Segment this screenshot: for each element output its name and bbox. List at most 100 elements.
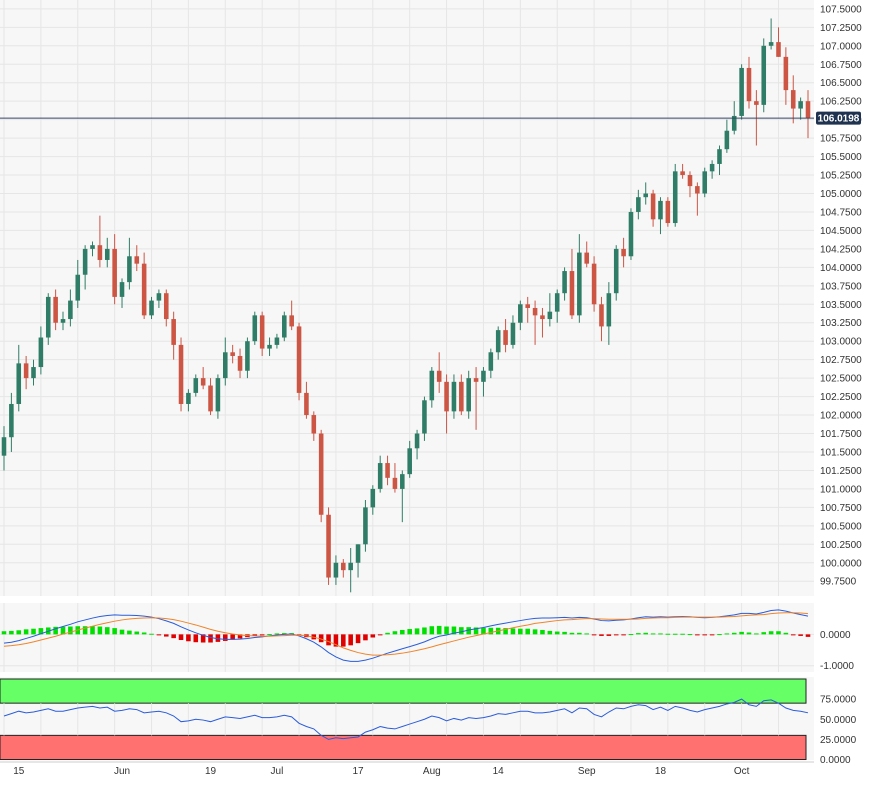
- macd-histogram-bar-positive: [540, 629, 545, 635]
- candle-body-up: [90, 245, 95, 249]
- candle-body-up: [355, 544, 361, 563]
- macd-histogram-bar-negative: [621, 634, 626, 636]
- candle-body-down: [171, 319, 176, 345]
- macd-histogram-bar-negative: [326, 634, 331, 646]
- candle-body-down: [591, 263, 597, 305]
- current-price-badge: 106.0198: [816, 111, 861, 125]
- macd-histogram-bar-positive: [392, 631, 398, 635]
- candle-body-down: [444, 381, 449, 412]
- price-y-tick-label: 103.2500: [820, 318, 862, 329]
- macd-histogram-bar-positive: [422, 627, 427, 635]
- rsi-y-tick-label: 0.0000: [820, 755, 851, 766]
- macd-histogram-bar-negative: [259, 634, 265, 636]
- price-y-tick-label: 107.0000: [820, 41, 862, 52]
- macd-histogram-bar-positive: [731, 632, 737, 635]
- signal-line: [3, 612, 809, 656]
- x-tick-label: Jun: [114, 766, 130, 777]
- macd-histogram-bar-positive: [643, 632, 649, 635]
- price-panel: 107.5000 107.2500 107.0000 106.7500 106.5000…: [0, 0, 862, 596]
- candle-body-up: [724, 130, 730, 150]
- price-y-tick-label: 104.5000: [820, 226, 862, 237]
- candle-body-up: [518, 304, 523, 323]
- candle-body-up: [510, 322, 516, 345]
- macd-histogram-bar-positive: [577, 632, 582, 635]
- price-y-tick-label: 101.7500: [820, 429, 862, 440]
- candle-body-down: [311, 415, 317, 434]
- macd-histogram-bar-positive: [400, 629, 405, 635]
- price-y-tick-label: 102.0000: [820, 411, 862, 422]
- macd-histogram-bar-positive: [569, 632, 575, 635]
- macd-histogram-bar-negative: [200, 634, 206, 643]
- price-y-tick-label: 103.7500: [820, 281, 862, 292]
- candle-body-up: [31, 367, 36, 379]
- candle-body-up: [363, 507, 368, 545]
- candle-body-down: [776, 42, 781, 57]
- candle-body-up: [768, 42, 774, 46]
- price-y-tick-label: 102.7500: [820, 355, 862, 366]
- macd-histogram-bar-positive: [687, 634, 693, 636]
- current-price-box: [816, 111, 861, 125]
- candle-body-up: [481, 370, 486, 382]
- candle-body-down: [436, 370, 442, 382]
- candle-body-up: [104, 248, 110, 260]
- candle-body-down: [341, 562, 346, 571]
- price-y-tick-label: 107.2500: [820, 23, 862, 34]
- candle-body-down: [746, 67, 752, 102]
- price-candles: [1, 18, 811, 593]
- candle-body-up: [333, 562, 339, 578]
- candle-body-up: [429, 370, 435, 401]
- macd-histogram-bar-negative: [599, 634, 604, 636]
- candle-body-down: [289, 315, 294, 327]
- macd-histogram-bar-positive: [739, 631, 744, 635]
- macd-histogram-bar-positive: [783, 632, 789, 635]
- macd-histogram-bar-positive: [628, 634, 634, 636]
- candle-body-down: [237, 355, 243, 371]
- candle-body-down: [532, 307, 538, 316]
- candle-body-down: [599, 304, 604, 327]
- macd-histogram-bar-positive: [134, 631, 140, 635]
- macd-histogram-bar-positive: [68, 626, 73, 635]
- macd-histogram-bar-negative: [606, 634, 612, 636]
- macd-histogram-bar-positive: [761, 632, 767, 635]
- macd-histogram-bar-positive: [16, 630, 22, 635]
- candle-body-down: [569, 271, 575, 316]
- candle-body-down: [790, 90, 796, 109]
- candle-body-down: [525, 304, 530, 308]
- current-price-label: 106.0198: [818, 114, 860, 125]
- macd-histogram-bar-positive: [407, 629, 412, 635]
- x-tick-label: 19: [205, 766, 217, 777]
- macd-histogram-bar-negative: [208, 634, 213, 643]
- candle-body-up: [75, 274, 81, 301]
- candle-body-down: [754, 101, 759, 105]
- candle-body-down: [163, 293, 169, 320]
- macd-histogram-bar-positive: [754, 633, 759, 635]
- macd-histogram-bar-positive: [1, 631, 7, 635]
- macd-histogram-bar-negative: [252, 634, 258, 636]
- macd-histogram-bar-positive: [82, 626, 88, 635]
- macd-histogram-bar-negative: [156, 634, 162, 636]
- macd-histogram-bar-positive: [547, 630, 553, 635]
- candle-body-up: [636, 197, 641, 212]
- candle-body-down: [584, 252, 590, 264]
- macd-histogram: [1, 625, 811, 647]
- x-axis: 15 Jun 19 Jul 17 Aug 14 Sep 18 Oct: [0, 761, 814, 777]
- macd-histogram-bar-negative: [805, 634, 811, 637]
- candle-body-down: [540, 315, 545, 320]
- macd-histogram-bar-positive: [459, 627, 464, 635]
- candle-body-down: [650, 193, 656, 220]
- rsi-axis: 75.0000 50.0000 25.0000 0.0000: [820, 695, 857, 766]
- macd-histogram-bar-negative: [178, 634, 184, 641]
- price-y-tick-label: 104.2500: [820, 244, 862, 255]
- macd-histogram-bar-positive: [768, 631, 774, 635]
- macd-histogram-bar-positive: [119, 629, 125, 635]
- rsi-line: [3, 698, 809, 740]
- candle-body-up: [643, 193, 649, 198]
- price-y-tick-label: 101.5000: [820, 447, 862, 458]
- candle-body-up: [16, 363, 22, 404]
- macd-histogram-bar-positive: [274, 633, 280, 635]
- macd-histogram-bar-positive: [23, 629, 29, 635]
- rsi-grid: [3, 703, 779, 736]
- price-y-tick-label: 102.5000: [820, 374, 862, 385]
- candle-body-down: [53, 296, 58, 323]
